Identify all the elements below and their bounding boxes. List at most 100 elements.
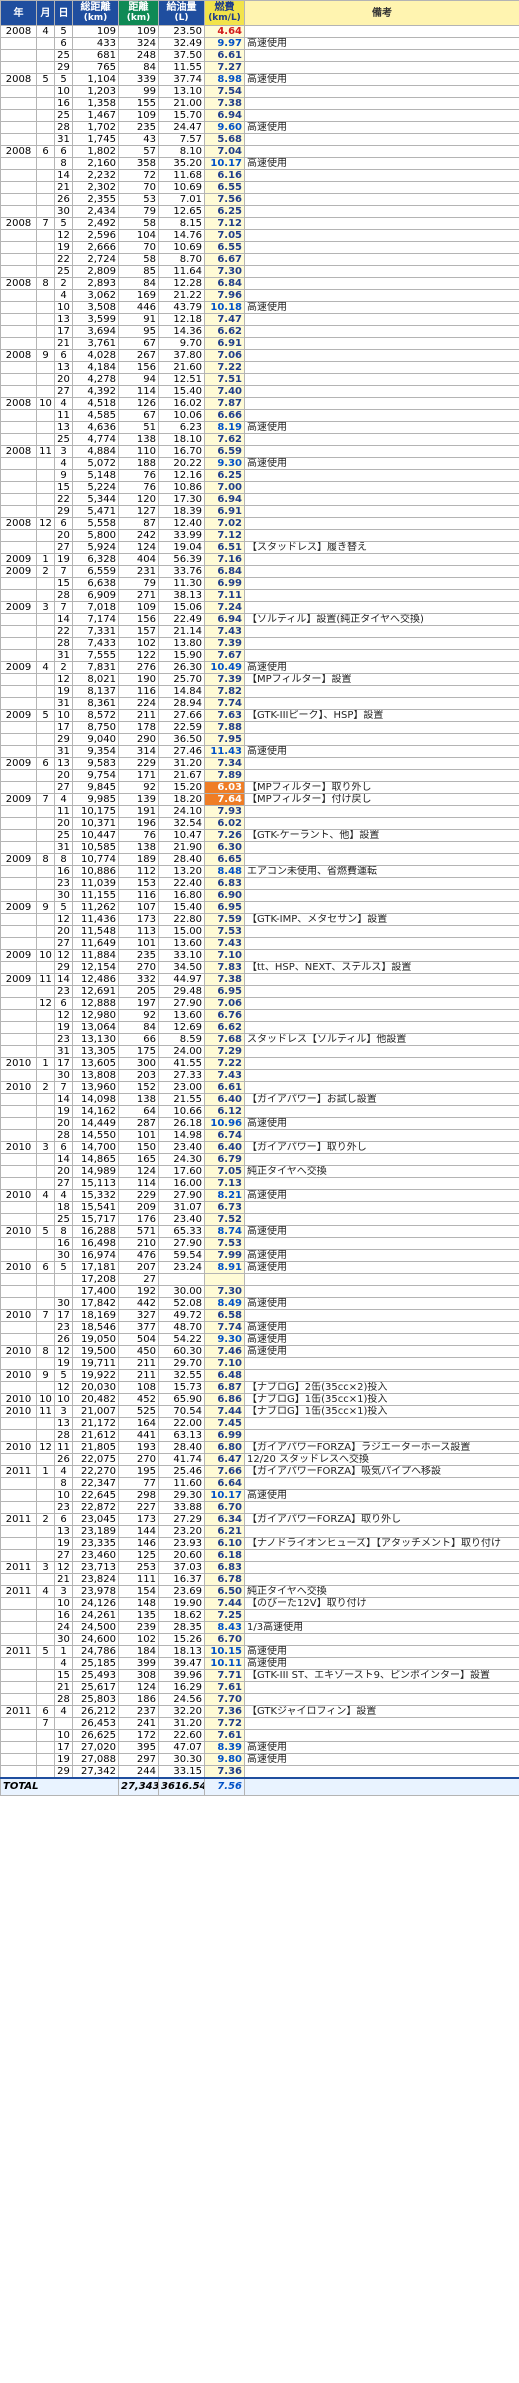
- month-cell: 5: [36, 709, 55, 722]
- notes-cell: [244, 925, 519, 938]
- fuel-cell: 8.10: [158, 145, 205, 158]
- notes-cell: 【スタッドレス】履き替え: [244, 541, 519, 554]
- month-cell: [36, 289, 55, 302]
- notes-cell: [244, 697, 519, 710]
- odometer-cell: 7,831: [72, 661, 119, 674]
- fuel-cell: 33.10: [158, 949, 205, 962]
- odometer-cell: 15,717: [72, 1213, 119, 1226]
- table-row: 29 5,471 127 18.39 6.91: [0, 505, 519, 518]
- day-cell: 11: [54, 805, 73, 818]
- notes-cell: [244, 1201, 519, 1214]
- efficiency-cell: 10.17: [204, 157, 245, 170]
- fuel-cell: 41.74: [158, 1453, 205, 1466]
- efficiency-cell: 9.30: [204, 457, 245, 470]
- odometer-cell: 2,302: [72, 181, 119, 194]
- distance-cell: 102: [118, 1633, 159, 1646]
- table-row: 27 11,649 101 13.60 7.43: [0, 937, 519, 950]
- day-cell: 29: [54, 505, 73, 518]
- year-cell: [0, 109, 37, 122]
- month-cell: 7: [36, 1717, 55, 1730]
- efficiency-cell: 7.06: [204, 349, 245, 362]
- table-row: 15 5,224 76 10.86 7.00: [0, 481, 519, 494]
- table-row: 2008 10 4 4,518 126 16.02 7.87: [0, 397, 519, 410]
- notes-cell: [244, 1765, 519, 1779]
- day-cell: 10: [54, 85, 73, 98]
- fuel-cell: 18.62: [158, 1609, 205, 1622]
- efficiency-cell: 6.50: [204, 1585, 245, 1598]
- month-cell: [36, 877, 55, 890]
- efficiency-cell: 6.94: [204, 109, 245, 122]
- odometer-cell: 13,064: [72, 1021, 119, 1034]
- odometer-cell: 23,978: [72, 1585, 119, 1598]
- odometer-cell: 8,021: [72, 673, 119, 686]
- table-row: 31 7,555 122 15.90 7.67: [0, 649, 519, 662]
- day-cell: 27: [54, 385, 73, 398]
- fuel-cell: 28.35: [158, 1621, 205, 1634]
- month-cell: [36, 733, 55, 746]
- distance-cell: 84: [118, 277, 159, 290]
- year-cell: [0, 421, 37, 434]
- year-cell: [0, 877, 37, 890]
- notes-cell: [244, 1609, 519, 1622]
- notes-cell: 【ガイアパワーFORZA】ラジエーターホース設置: [244, 1441, 519, 1454]
- distance-cell: 248: [118, 49, 159, 62]
- notes-cell: [244, 469, 519, 482]
- fuel-cell: 30.00: [158, 1285, 205, 1298]
- year-cell: [0, 1297, 37, 1310]
- efficiency-cell: 9.97: [204, 37, 245, 50]
- fuel-cell: 15.00: [158, 925, 205, 938]
- efficiency-cell: 6.25: [204, 469, 245, 482]
- header-month: 月: [36, 0, 55, 26]
- table-row: 18 15,541 209 31.07 6.73: [0, 1201, 519, 1214]
- odometer-cell: 14,700: [72, 1141, 119, 1154]
- day-cell: 5: [54, 1369, 73, 1382]
- fuel-cell: 13.60: [158, 937, 205, 950]
- month-cell: [36, 829, 55, 842]
- table-row: 2010 2 7 13,960 152 23.00 6.61: [0, 1081, 519, 1094]
- day-cell: 23: [54, 1501, 73, 1514]
- day-cell: 25: [54, 829, 73, 842]
- distance-cell: 70: [118, 181, 159, 194]
- fuel-cell: 29.48: [158, 985, 205, 998]
- day-cell: 7: [54, 1081, 73, 1094]
- table-row: 2008 7 5 2,492 58 8.15 7.12: [0, 217, 519, 230]
- fuel-cell: 37.50: [158, 49, 205, 62]
- table-row: 14 2,232 72 11.68 6.16: [0, 169, 519, 182]
- fuel-cell: 17.30: [158, 493, 205, 506]
- table-row: 31 10,585 138 21.90 6.30: [0, 841, 519, 854]
- odometer-cell: 15,332: [72, 1189, 119, 1202]
- notes-cell: 高速使用: [244, 1753, 519, 1766]
- day-cell: 30: [54, 1633, 73, 1646]
- year-cell: 2010: [0, 1141, 37, 1154]
- odometer-cell: 17,400: [72, 1285, 119, 1298]
- odometer-cell: 16,498: [72, 1237, 119, 1250]
- table-row: 19 13,064 84 12.69 6.62: [0, 1021, 519, 1034]
- fuel-cell: 16.37: [158, 1573, 205, 1586]
- month-cell: 6: [36, 1261, 55, 1274]
- table-row: 2010 9 5 19,922 211 32.55 6.48: [0, 1369, 519, 1382]
- table-row: 27 4,392 114 15.40 7.40: [0, 385, 519, 398]
- odometer-cell: 25,493: [72, 1669, 119, 1682]
- odometer-cell: 19,922: [72, 1369, 119, 1382]
- month-cell: 2: [36, 565, 55, 578]
- efficiency-cell: 7.30: [204, 1285, 245, 1298]
- year-cell: [0, 817, 37, 830]
- month-cell: [36, 1549, 55, 1562]
- efficiency-cell: 7.88: [204, 721, 245, 734]
- distance-cell: 173: [118, 1513, 159, 1526]
- notes-cell: スタッドレス【ソルティル】他設置: [244, 1033, 519, 1046]
- notes-cell: [244, 877, 519, 890]
- efficiency-cell: 7.16: [204, 553, 245, 566]
- odometer-cell: 2,492: [72, 217, 119, 230]
- notes-cell: [244, 685, 519, 698]
- distance-cell: 164: [118, 1417, 159, 1430]
- distance-cell: 196: [118, 817, 159, 830]
- efficiency-cell: 7.43: [204, 937, 245, 950]
- table-row: 14 14,098 138 21.55 6.40 【ガイアパワー】お試し設置: [0, 1093, 519, 1106]
- distance-cell: 27: [118, 1273, 159, 1286]
- day-cell: 16: [54, 1237, 73, 1250]
- year-cell: [0, 913, 37, 926]
- efficiency-cell: 6.83: [204, 877, 245, 890]
- odometer-cell: 11,884: [72, 949, 119, 962]
- efficiency-cell: 6.86: [204, 1393, 245, 1406]
